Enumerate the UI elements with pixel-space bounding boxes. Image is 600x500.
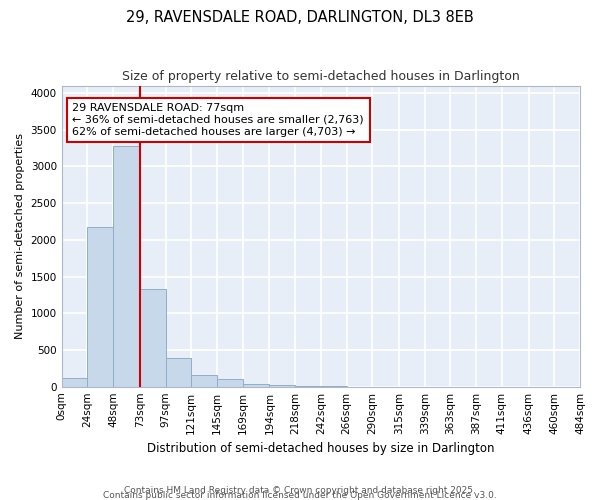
Text: 29, RAVENSDALE ROAD, DARLINGTON, DL3 8EB: 29, RAVENSDALE ROAD, DARLINGTON, DL3 8EB [126, 10, 474, 25]
X-axis label: Distribution of semi-detached houses by size in Darlington: Distribution of semi-detached houses by … [147, 442, 494, 455]
Bar [166, 358, 191, 386]
Bar [242, 384, 269, 386]
Bar [88, 228, 113, 386]
Title: Size of property relative to semi-detached houses in Darlington: Size of property relative to semi-detach… [122, 70, 520, 83]
Text: 29 RAVENSDALE ROAD: 77sqm
← 36% of semi-detached houses are smaller (2,763)
62% : 29 RAVENSDALE ROAD: 77sqm ← 36% of semi-… [73, 104, 364, 136]
Bar [113, 146, 140, 386]
Bar [269, 385, 295, 386]
Bar [62, 378, 88, 386]
Text: Contains public sector information licensed under the Open Government Licence v3: Contains public sector information licen… [103, 491, 497, 500]
Bar [140, 289, 166, 386]
Bar [217, 380, 242, 386]
Bar [191, 375, 217, 386]
Text: Contains HM Land Registry data © Crown copyright and database right 2025.: Contains HM Land Registry data © Crown c… [124, 486, 476, 495]
Y-axis label: Number of semi-detached properties: Number of semi-detached properties [15, 133, 25, 339]
